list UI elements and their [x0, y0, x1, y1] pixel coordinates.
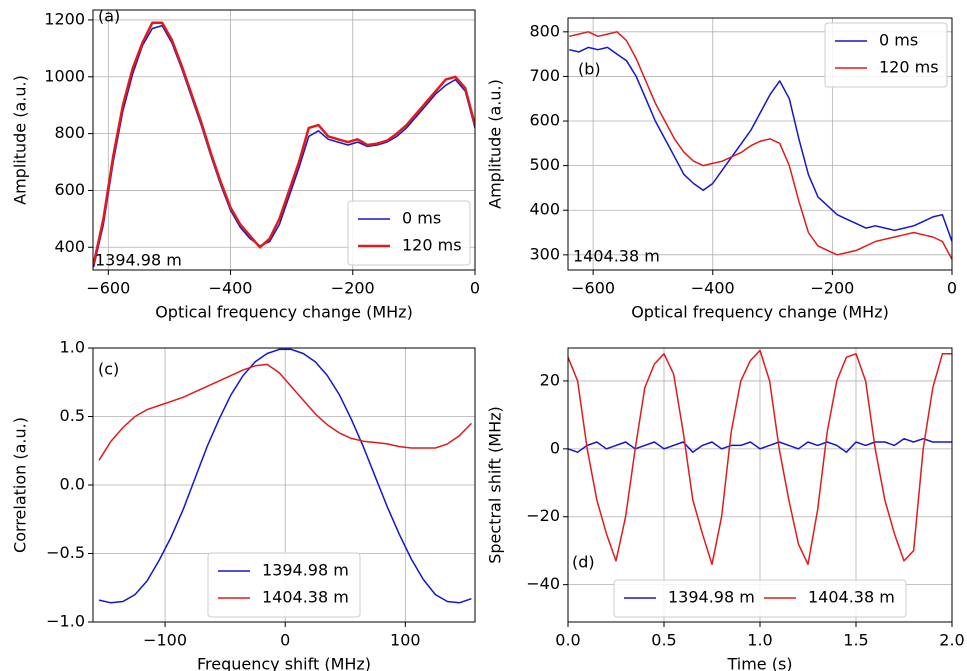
x-tick-label: 0: [947, 279, 957, 298]
legend-label: 120 ms: [879, 58, 939, 77]
y-tick-label: 0.5: [60, 406, 85, 425]
y-tick-label: −0.5: [46, 543, 85, 562]
plot-frame: [567, 347, 953, 623]
y-tick-label: 500: [529, 155, 560, 174]
series-line: [569, 46, 952, 242]
plot-frame: [567, 17, 953, 271]
y-tick-label: 300: [529, 244, 560, 263]
y-tick-label: −40: [526, 574, 560, 593]
series-line: [93, 24, 475, 268]
legend-label: 1404.38 m: [262, 588, 349, 607]
y-tick-label: 800: [54, 123, 85, 142]
x-tick-label: −600: [86, 279, 130, 298]
legend-label: 1404.38 m: [808, 588, 895, 607]
legend-box: [824, 22, 948, 88]
x-tick-label: 2.0: [939, 631, 964, 650]
y-tick-label: 20: [540, 370, 560, 389]
y-tick-label: 400: [54, 237, 85, 256]
x-axis-label: Time (s): [726, 655, 792, 671]
annotation: (b): [578, 60, 601, 79]
legend-label: 120 ms: [402, 236, 462, 255]
series-line: [93, 21, 475, 265]
legend-label: 0 ms: [879, 31, 918, 50]
y-tick-label: 700: [529, 66, 560, 85]
annotation: 1404.38 m: [573, 247, 660, 266]
x-tick-label: 0.0: [555, 631, 580, 650]
x-tick-label: −200: [331, 279, 375, 298]
series-line: [98, 363, 472, 461]
y-tick-label: −1.0: [46, 612, 85, 631]
annotation: (a): [98, 7, 120, 26]
y-axis-label: Correlation (a.u.): [11, 417, 30, 553]
x-tick-label: −100: [143, 631, 187, 650]
y-tick-label: 600: [529, 111, 560, 130]
annotation: (c): [98, 360, 119, 379]
legend-label: 0 ms: [402, 209, 441, 228]
y-tick-label: 800: [529, 21, 560, 40]
y-tick-label: 400: [529, 200, 560, 219]
series-line: [569, 31, 952, 260]
x-tick-label: 100: [390, 631, 421, 650]
plot-frame: [92, 347, 476, 623]
y-tick-label: 0.0: [60, 475, 85, 494]
annotation: (d): [572, 553, 595, 572]
x-axis-label: Optical frequency change (MHz): [631, 303, 889, 322]
panel: −100 0 100 −1.0 −0.5 0.0 0.5 1.0 Frequency shift…: [11, 338, 476, 671]
series-line: [568, 437, 952, 453]
legend-label: 1394.98 m: [262, 561, 349, 580]
x-tick-label: 1.0: [747, 631, 772, 650]
panel: 0.0 0.5 1.0 1.5 2.0 −40 −20 0 20 Time (s) Spectral…: [486, 347, 965, 671]
x-tick-label: −400: [691, 279, 735, 298]
y-axis-label: Spectral shift (MHz): [486, 406, 505, 564]
panel: −600 −400 −200 0 400 600 800 1000 1200 Optical fr…: [11, 7, 481, 322]
panel: −600 −400 −200 0 300 400 500 600 700 800 Optical f…: [486, 17, 957, 322]
x-tick-label: −400: [209, 279, 253, 298]
y-tick-label: 1000: [44, 66, 85, 85]
x-axis-label: Optical frequency change (MHz): [155, 303, 413, 322]
x-tick-label: −200: [810, 279, 854, 298]
y-axis-label: Amplitude (a.u.): [486, 79, 505, 209]
legend-box: [613, 579, 907, 618]
y-tick-label: −20: [526, 506, 560, 525]
y-tick-label: 600: [54, 180, 85, 199]
y-tick-label: 1.0: [60, 338, 85, 357]
y-tick-label: 0: [550, 438, 560, 457]
x-tick-label: 0: [280, 631, 290, 650]
y-tick-label: 1200: [44, 9, 85, 28]
x-tick-label: 0.5: [651, 631, 676, 650]
plot-frame: [92, 9, 476, 271]
series-line: [568, 349, 952, 566]
x-tick-label: 0: [470, 279, 480, 298]
x-tick-label: −600: [571, 279, 615, 298]
annotation: 1394.98 m: [95, 251, 182, 270]
legend-box: [207, 552, 361, 618]
legend-label: 1394.98 m: [668, 588, 755, 607]
y-axis-label: Amplitude (a.u.): [11, 75, 30, 205]
x-axis-label: Frequency shift (MHz): [197, 655, 371, 671]
series-line: [98, 348, 472, 604]
legend-box: [347, 200, 471, 266]
x-tick-label: 1.5: [843, 631, 868, 650]
